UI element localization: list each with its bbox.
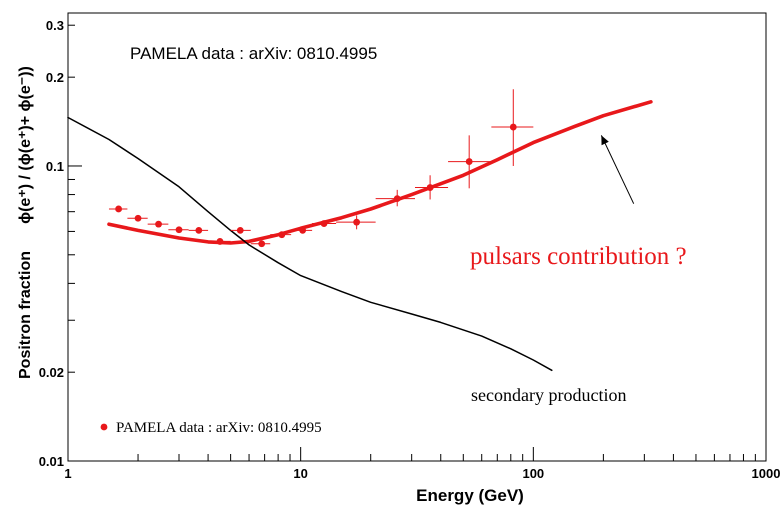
data-point bbox=[230, 226, 251, 234]
data-marker bbox=[465, 158, 473, 165]
data-marker bbox=[134, 214, 142, 222]
legend-entry: PAMELA data : arXiv: 0810.4995 bbox=[116, 420, 322, 436]
data-points bbox=[108, 89, 534, 248]
plot-frame bbox=[67, 12, 767, 462]
x-tick-label: 1 bbox=[64, 466, 71, 481]
secondary-production-curve bbox=[67, 116, 553, 372]
data-point bbox=[108, 205, 128, 213]
data-point bbox=[414, 175, 449, 200]
data-marker bbox=[236, 226, 244, 234]
y-tick-label: 0.3 bbox=[46, 18, 64, 33]
y-tick-label: 0.02 bbox=[39, 365, 64, 380]
annotation-pulsars: pulsars contribution ? bbox=[470, 243, 687, 270]
data-point bbox=[188, 226, 209, 234]
data-marker bbox=[320, 220, 328, 227]
y-axis-formula: ϕ(e⁺) / (ϕ(e⁺)+ ϕ(e⁻)) bbox=[17, 66, 34, 224]
y-axis-label-group: Positron fraction ϕ(e⁺) / (ϕ(e⁺)+ ϕ(e⁻)) bbox=[17, 66, 34, 379]
x-tick-label: 10 bbox=[293, 466, 307, 481]
data-point bbox=[291, 226, 313, 234]
data-marker bbox=[216, 238, 224, 245]
legend-marker bbox=[100, 423, 108, 431]
data-point bbox=[208, 238, 231, 245]
x-axis-label: Energy (GeV) bbox=[416, 486, 524, 505]
data-point bbox=[250, 240, 271, 248]
arrow-shaft bbox=[600, 135, 635, 204]
data-point bbox=[168, 226, 189, 234]
annotation-arrow bbox=[600, 135, 635, 204]
data-point bbox=[312, 220, 337, 227]
data-point bbox=[270, 231, 292, 239]
data-marker bbox=[195, 226, 203, 234]
data-marker bbox=[393, 195, 401, 203]
data-point bbox=[491, 89, 534, 166]
data-marker bbox=[115, 205, 123, 213]
data-marker bbox=[155, 220, 162, 228]
model-curves bbox=[67, 100, 653, 372]
data-point bbox=[147, 220, 169, 228]
data-point bbox=[127, 214, 148, 222]
data-point bbox=[336, 215, 376, 230]
chart-top-label: PAMELA data : arXiv: 0810.4995 bbox=[130, 44, 377, 63]
y-axis-label: Positron fraction bbox=[17, 251, 34, 379]
annotation-secondary: secondary production bbox=[471, 385, 626, 405]
data-marker bbox=[299, 226, 307, 234]
y-tick-label: 0.01 bbox=[39, 454, 64, 469]
y-tick-label: 0.1 bbox=[46, 159, 64, 174]
data-marker bbox=[175, 226, 183, 234]
data-marker bbox=[426, 184, 434, 191]
x-tick-label: 100 bbox=[522, 466, 544, 481]
data-point bbox=[448, 135, 492, 189]
x-tick-label: 1000 bbox=[752, 466, 781, 481]
data-marker bbox=[278, 231, 286, 239]
data-marker bbox=[509, 123, 517, 131]
arrow-head bbox=[601, 135, 609, 146]
data-marker bbox=[353, 218, 361, 226]
axis-ticks: 1 10 100 1000 0.01 0.02 0.1 0.2 0.3 bbox=[39, 18, 781, 481]
pulsar-model-curve bbox=[107, 100, 653, 245]
data-point bbox=[375, 189, 415, 207]
plot-border bbox=[67, 12, 767, 462]
y-tick-label: 0.2 bbox=[46, 70, 64, 85]
data-marker bbox=[258, 240, 266, 248]
